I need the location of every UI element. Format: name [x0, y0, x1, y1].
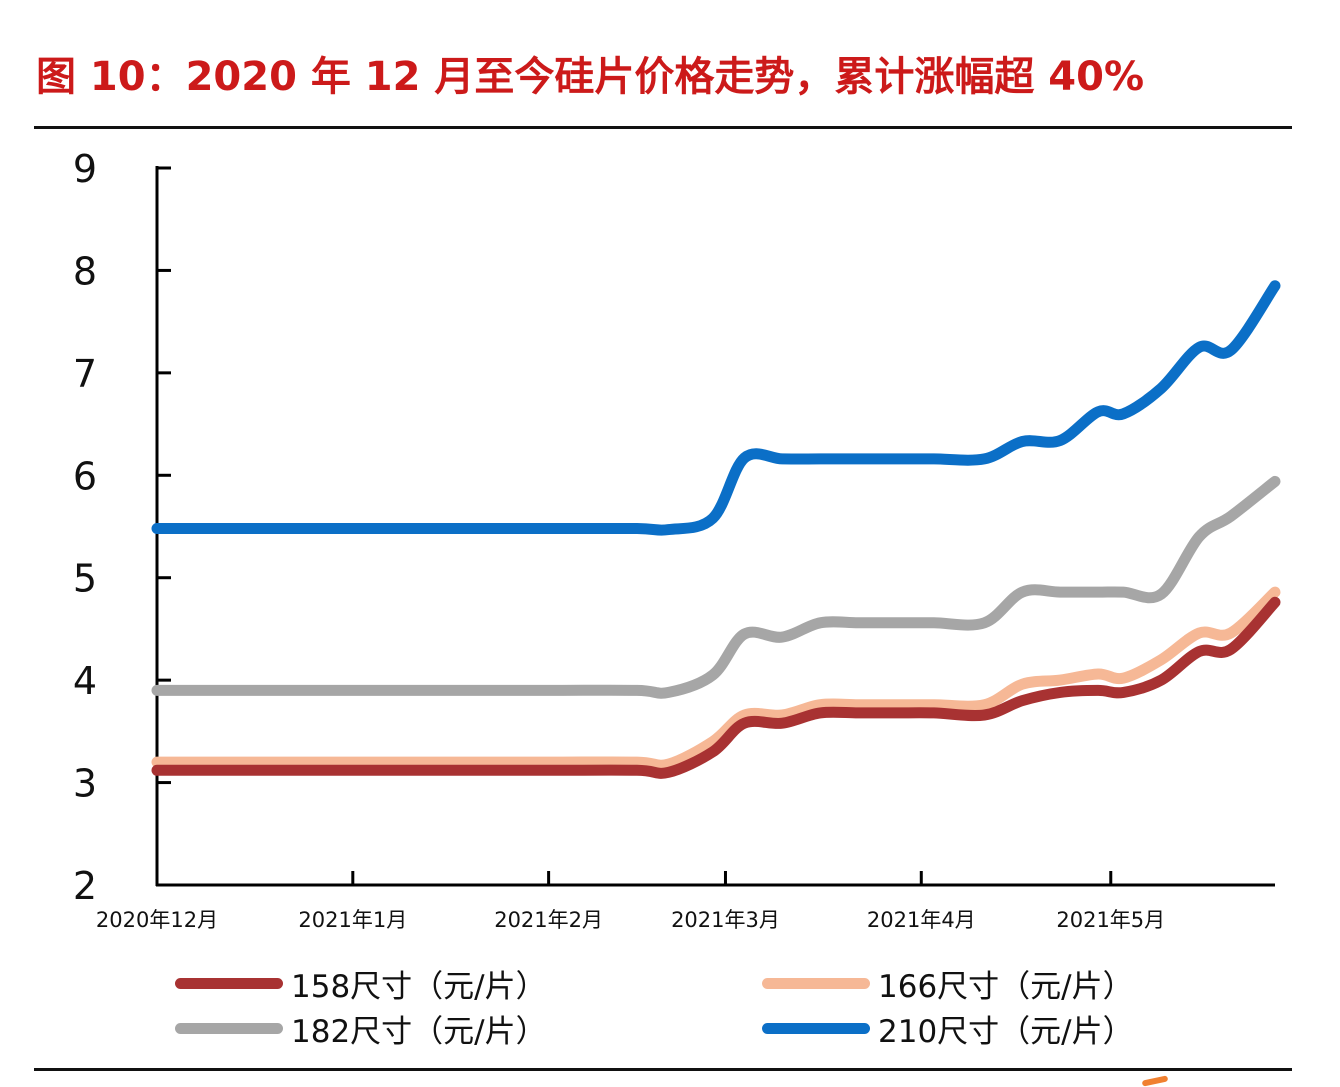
series-158-line: [151, 596, 1281, 779]
legend-swatch-158: [175, 977, 283, 989]
y-tick-label: 9: [73, 147, 97, 191]
legend-item-166: 166尺寸（元/片）: [762, 963, 1134, 1005]
footer-divider: [34, 1068, 1292, 1071]
legend-label-158: 158尺寸（元/片）: [291, 968, 547, 1005]
x-tick-label: 2021年3月: [671, 908, 780, 932]
x-tick-label: 2021年1月: [298, 908, 407, 932]
x-tick-label: 2021年2月: [494, 908, 603, 932]
title-divider: [34, 126, 1292, 129]
y-tick-label: 5: [73, 557, 97, 601]
y-tick-label: 8: [73, 249, 97, 293]
legend-label-166: 166尺寸（元/片）: [878, 968, 1134, 1005]
legend-swatch-210: [762, 1022, 870, 1034]
y-tick-label: 2: [73, 864, 97, 908]
line-chart: 2 3 4 5 6 7 8 9 2020年12月 2021年1月 2021年2月 2021年3月 202…: [73, 147, 1281, 932]
series-182-line: [151, 475, 1281, 699]
legend-item-210: 210尺寸（元/片）: [762, 1008, 1134, 1050]
series-166-line: [151, 586, 1281, 771]
y-tick-label: 7: [73, 352, 97, 396]
series-layer: [151, 280, 1281, 779]
series-210-line: [151, 280, 1281, 536]
y-tick-label: 4: [73, 659, 97, 703]
chart-axes: 2 3 4 5 6 7 8 9 2020年12月 2021年1月 2021年2月 2021年3月 202…: [73, 147, 1275, 932]
y-tick-label: 6: [73, 454, 97, 498]
y-tick-label: 3: [73, 762, 97, 806]
corner-mark: [1141, 1075, 1169, 1087]
x-tick-label: 2021年5月: [1056, 908, 1165, 932]
legend-swatch-182: [175, 1022, 283, 1034]
legend-swatch-166: [762, 977, 870, 989]
chart-title: 图 10：2020 年 12 月至今硅片价格走势，累计涨幅超 40%: [36, 54, 1145, 100]
legend-label-210: 210尺寸（元/片）: [878, 1013, 1134, 1050]
legend-item-158: 158尺寸（元/片）: [175, 963, 547, 1005]
legend-label-182: 182尺寸（元/片）: [291, 1013, 547, 1050]
x-tick-label: 2021年4月: [867, 908, 976, 932]
legend-item-182: 182尺寸（元/片）: [175, 1008, 547, 1050]
x-tick-label: 2020年12月: [96, 908, 218, 932]
